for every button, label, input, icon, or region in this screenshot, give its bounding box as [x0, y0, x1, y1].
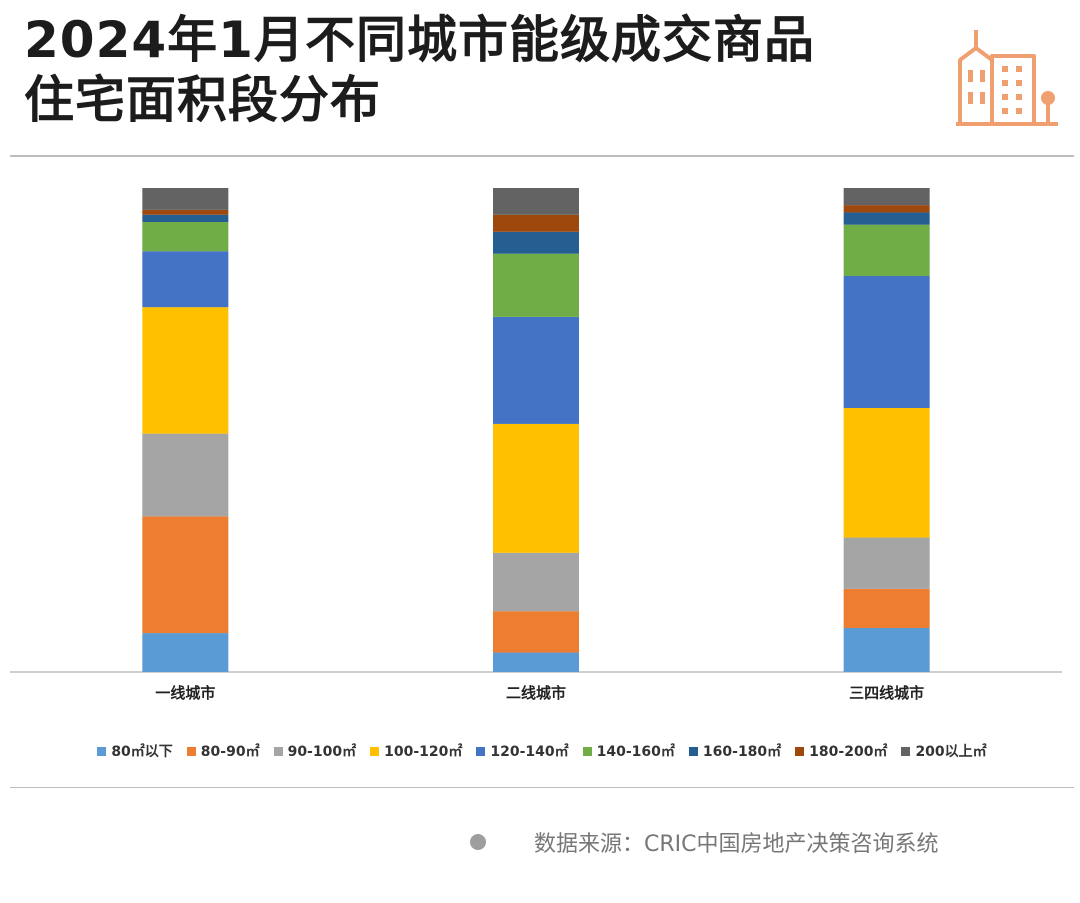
- bar-segment: [493, 188, 579, 215]
- bar-segment: [493, 611, 579, 653]
- legend-label: 200以上㎡: [915, 744, 987, 760]
- legend-item: 180-200㎡: [795, 741, 887, 761]
- bar-segment: [843, 628, 930, 672]
- legend-swatch: [476, 746, 486, 756]
- legend-swatch: [688, 746, 698, 756]
- bar-segment: [142, 433, 229, 517]
- bottom-divider: [10, 787, 1074, 788]
- bar-segment: [843, 537, 930, 589]
- legend-swatch: [370, 746, 380, 756]
- bar-segment: [142, 209, 229, 215]
- legend-label: 120-140㎡: [490, 744, 569, 760]
- legend-swatch: [901, 746, 911, 756]
- chart-legend: 80㎡以下 80-90㎡ 90-100㎡ 100-120㎡ 120-140㎡ 140-16…: [10, 738, 1074, 764]
- bar-segment: [142, 214, 229, 223]
- building-icon: [956, 30, 1058, 126]
- bar-segment: [142, 188, 229, 210]
- legend-swatch: [97, 746, 107, 756]
- source-note: 数据来源：CRIC中国房地产决策咨询系统: [470, 825, 1070, 859]
- bar-segment: [142, 633, 229, 672]
- bar-segment: [843, 188, 930, 206]
- legend-label: 140-160㎡: [596, 744, 675, 760]
- bar-segment: [843, 212, 930, 225]
- bar-segment: [493, 231, 579, 254]
- legend-swatch: [582, 746, 592, 756]
- bar-segment: [142, 516, 229, 634]
- bar-segment: [142, 251, 229, 308]
- legend-item: 120-140㎡: [476, 741, 569, 761]
- bar-segment: [843, 276, 930, 408]
- legend-swatch: [795, 746, 805, 756]
- legend-label: 180-200㎡: [809, 744, 888, 760]
- bar-segment: [843, 224, 930, 276]
- bar-segment: [142, 307, 229, 434]
- bar-segment: [493, 214, 579, 232]
- legend-item: 80-90㎡: [186, 741, 260, 761]
- legend-label: 100-120㎡: [384, 744, 463, 760]
- legend-swatch: [186, 746, 196, 756]
- legend-label: 80㎡以下: [111, 744, 173, 760]
- chart-title: 2024年1月不同城市能级成交商品 住宅面积段分布: [24, 10, 904, 130]
- title-line-1: 2024年1月不同城市能级成交商品: [24, 11, 815, 69]
- legend-item: 90-100㎡: [273, 741, 357, 761]
- legend-item: 160-180㎡: [688, 741, 782, 761]
- bar-segment: [843, 408, 930, 538]
- bar-segment: [493, 316, 579, 424]
- legend-item: 140-160㎡: [582, 741, 675, 761]
- legend-label: 90-100㎡: [287, 744, 357, 760]
- legend-label: 80-90㎡: [200, 744, 260, 760]
- x-tick-label: 三四线城市: [849, 684, 924, 702]
- title-line-2: 住宅面积段分布: [24, 71, 381, 129]
- legend-label: 160-180㎡: [702, 744, 782, 760]
- legend-item: 80㎡以下: [97, 741, 173, 761]
- bar-segment: [493, 423, 579, 553]
- bar-segment: [493, 253, 579, 317]
- bar-segment: [493, 552, 579, 612]
- bar-segment: [843, 588, 930, 628]
- bar-segment: [843, 205, 930, 213]
- legend-swatch: [273, 746, 283, 756]
- x-tick-label: 一线城市: [155, 684, 215, 702]
- bar-segment: [142, 222, 229, 252]
- top-divider: [10, 155, 1074, 157]
- legend-item: 100-120㎡: [370, 741, 462, 761]
- x-tick-label: 二线城市: [506, 684, 566, 702]
- legend-item: 200以上㎡: [901, 741, 987, 761]
- stacked-bar-chart: 一线城市 二线城市 三四线城市: [10, 188, 1062, 702]
- bar-segment: [493, 652, 579, 672]
- dot-icon: [470, 834, 486, 850]
- source-text: 数据来源：CRIC中国房地产决策咨询系统: [534, 832, 939, 857]
